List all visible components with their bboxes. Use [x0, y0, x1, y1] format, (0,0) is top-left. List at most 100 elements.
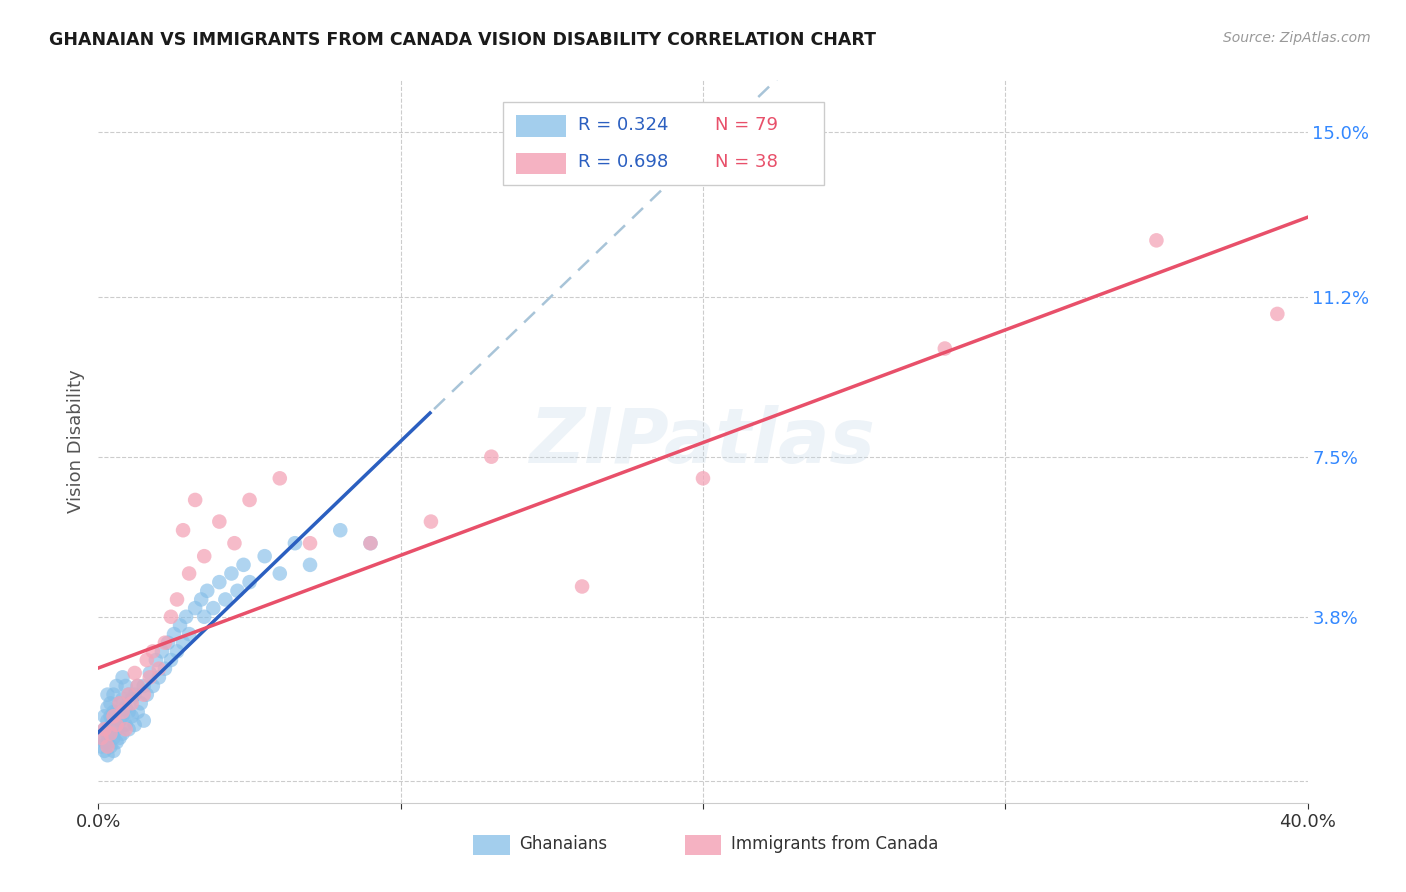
Y-axis label: Vision Disability: Vision Disability	[66, 369, 84, 514]
Text: R = 0.698: R = 0.698	[578, 153, 669, 171]
Point	[127, 679, 149, 693]
Point	[269, 566, 291, 581]
Bar	[516, 153, 567, 174]
Point	[132, 714, 155, 728]
Point	[232, 558, 254, 572]
Point	[139, 665, 162, 680]
Point	[114, 723, 136, 737]
Text: Ghanaians: Ghanaians	[519, 835, 607, 853]
Point	[93, 709, 115, 723]
Point	[103, 705, 125, 719]
Text: GHANAIAN VS IMMIGRANTS FROM CANADA VISION DISABILITY CORRELATION CHART: GHANAIAN VS IMMIGRANTS FROM CANADA VISIO…	[49, 31, 876, 49]
Point	[145, 653, 167, 667]
Point	[184, 601, 207, 615]
Point	[193, 549, 215, 564]
Point	[184, 492, 207, 507]
Point	[105, 723, 128, 737]
Point	[169, 618, 191, 632]
Point	[195, 583, 218, 598]
Point	[100, 726, 122, 740]
Point	[103, 709, 125, 723]
Point	[253, 549, 276, 564]
Point	[360, 536, 382, 550]
Point	[108, 696, 131, 710]
Point	[100, 709, 122, 723]
Point	[96, 726, 118, 740]
Bar	[685, 835, 721, 855]
Point	[114, 718, 136, 732]
Point	[90, 739, 112, 754]
Point	[90, 731, 112, 745]
Point	[153, 662, 176, 676]
Point	[135, 653, 157, 667]
Point	[118, 688, 141, 702]
Point	[174, 609, 197, 624]
Point	[208, 515, 231, 529]
Point	[105, 705, 128, 719]
Point	[111, 726, 134, 740]
Point	[172, 523, 194, 537]
Point	[121, 709, 143, 723]
Point	[105, 679, 128, 693]
Point	[105, 735, 128, 749]
Point	[360, 536, 382, 550]
Point	[118, 723, 141, 737]
Point	[153, 636, 176, 650]
Point	[96, 735, 118, 749]
Point	[129, 696, 152, 710]
Point	[96, 700, 118, 714]
Bar	[474, 835, 509, 855]
Point	[124, 688, 146, 702]
Point	[103, 731, 125, 745]
Point	[221, 566, 243, 581]
Point	[111, 709, 134, 723]
Point	[100, 739, 122, 754]
Point	[150, 644, 173, 658]
Point	[139, 670, 162, 684]
Bar	[516, 115, 567, 136]
Point	[93, 723, 115, 737]
FancyBboxPatch shape	[503, 102, 824, 185]
Point	[93, 744, 115, 758]
Point	[202, 601, 225, 615]
Point	[124, 665, 146, 680]
Point	[148, 670, 170, 684]
Point	[135, 688, 157, 702]
Point	[172, 636, 194, 650]
Point	[93, 735, 115, 749]
Point	[111, 670, 134, 684]
Point	[108, 714, 131, 728]
Point	[132, 679, 155, 693]
Point	[103, 688, 125, 702]
Point	[420, 515, 443, 529]
Point	[163, 627, 186, 641]
Point	[934, 342, 956, 356]
Point	[160, 609, 183, 624]
Point	[124, 718, 146, 732]
Point	[166, 592, 188, 607]
Text: N = 38: N = 38	[716, 153, 778, 171]
Point	[127, 705, 149, 719]
Text: Source: ZipAtlas.com: Source: ZipAtlas.com	[1223, 31, 1371, 45]
Point	[96, 688, 118, 702]
Point	[571, 579, 593, 593]
Point	[103, 718, 125, 732]
Text: R = 0.324: R = 0.324	[578, 116, 669, 134]
Point	[111, 705, 134, 719]
Point	[111, 692, 134, 706]
Point	[142, 679, 165, 693]
Point	[103, 744, 125, 758]
Point	[226, 583, 249, 598]
Point	[105, 718, 128, 732]
Text: ZIPatlas: ZIPatlas	[530, 405, 876, 478]
Point	[127, 679, 149, 693]
Point	[148, 662, 170, 676]
Point	[193, 609, 215, 624]
Point	[1144, 233, 1167, 247]
Point	[299, 536, 322, 550]
Point	[224, 536, 246, 550]
Point	[100, 726, 122, 740]
Point	[156, 636, 179, 650]
Point	[214, 592, 236, 607]
Text: N = 79: N = 79	[716, 116, 778, 134]
